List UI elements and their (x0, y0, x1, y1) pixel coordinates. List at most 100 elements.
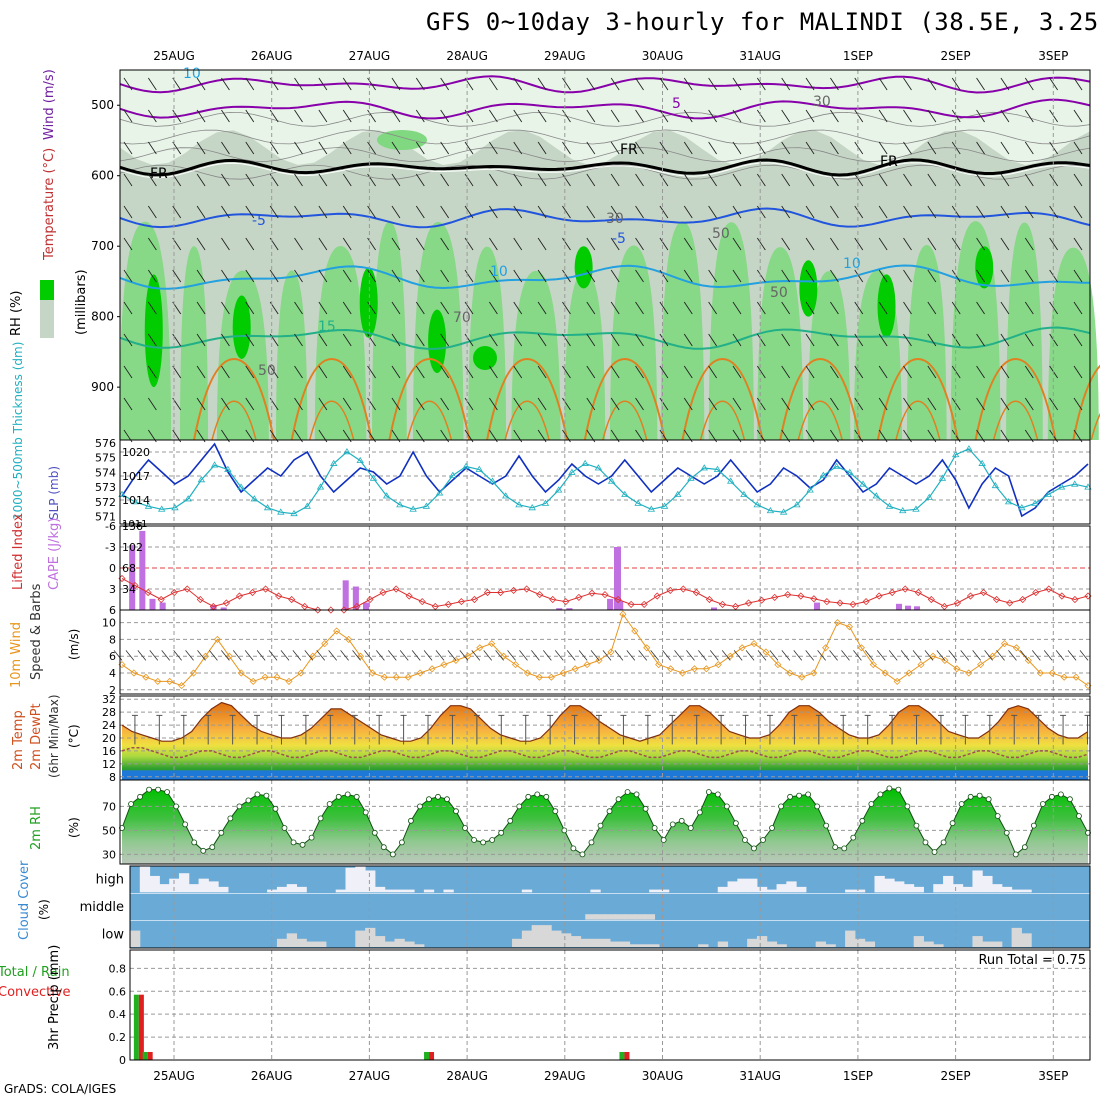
cloud-low-bar (600, 938, 611, 947)
wind-barb (781, 365, 791, 379)
wind10-barb (173, 650, 182, 661)
wind-barb (903, 365, 912, 379)
wind-barb (927, 237, 937, 251)
wind-barb (683, 269, 693, 283)
wind10-barb (554, 650, 564, 661)
cloud-low-bar (512, 938, 523, 947)
li-marker (823, 598, 831, 606)
wind10-barb (614, 650, 624, 661)
thickness-marker (727, 477, 735, 484)
wind10-barb (149, 650, 159, 661)
wind-barb (245, 301, 255, 315)
thickness-marker (832, 462, 841, 469)
wind-barb (976, 173, 985, 187)
wind-barb (878, 301, 888, 315)
wind-barb (342, 109, 352, 123)
wind10-barb (876, 650, 886, 661)
wind-barb (147, 173, 157, 187)
wind-barb (781, 77, 791, 91)
wind-speed-marker (965, 669, 973, 677)
wind-barb (1073, 237, 1083, 251)
top-date-label: 30AUG (642, 49, 684, 63)
cloud-low-bar (551, 930, 562, 947)
cloud-low-bar (570, 936, 582, 947)
temp-contour-20-inner (992, 400, 1039, 441)
li-marker (888, 588, 896, 597)
rh2m-marker (362, 809, 369, 816)
thickness-marker (872, 492, 880, 499)
rh2m-marker (543, 793, 550, 800)
rh2m-marker (1003, 829, 1010, 836)
contour-label: 10 (490, 264, 508, 280)
wind-barb (1000, 301, 1010, 315)
rh2m-marker (462, 825, 468, 831)
wind-barb (805, 141, 815, 155)
wind-barb (927, 333, 937, 347)
cloud-low-bar (992, 941, 1003, 947)
wind-speed-marker (130, 669, 138, 677)
cloud-high-bar (335, 889, 347, 893)
rh2m-marker (823, 822, 830, 829)
thickness-marker (197, 476, 206, 483)
cloud-high-bar (521, 889, 533, 893)
li-marker (1045, 585, 1053, 593)
wind-barb (659, 269, 669, 283)
cloud-high-bar (786, 881, 797, 893)
wind10-barb (984, 650, 993, 661)
wind10-barb (1043, 650, 1053, 661)
thickness-marker (488, 477, 497, 484)
wind-barb (732, 365, 742, 379)
contour-label: 50 (258, 363, 276, 379)
thickness-marker (1057, 483, 1066, 490)
wind-barb (830, 333, 839, 347)
wind-barb (878, 397, 888, 411)
wind-barb (513, 237, 523, 251)
rh2m-axis-label: 2m RH (29, 806, 44, 850)
cloud-high-bar (717, 886, 729, 893)
wind-barb (440, 333, 450, 347)
thickness-marker (316, 483, 325, 490)
rh2m-marker (1058, 791, 1064, 798)
cloud-middle-bar (605, 914, 616, 920)
li-marker (536, 591, 544, 599)
wind-barb (610, 397, 620, 411)
wind-speed-marker (523, 669, 532, 677)
wind-barb (464, 205, 474, 219)
wind-barb (878, 77, 888, 91)
rh2m-marker (281, 825, 288, 831)
wind-barb (951, 77, 961, 91)
wind-barb (245, 141, 255, 155)
wind-barb (878, 269, 888, 283)
cloud-high-bar (972, 870, 983, 893)
rh2m-marker (1039, 801, 1046, 807)
wind-barb (927, 77, 937, 91)
wind-barb (854, 141, 864, 155)
wind10-barb (221, 650, 230, 661)
rh2m-marker (417, 803, 423, 810)
wind-speed-marker (774, 661, 782, 669)
rh2m-marker (796, 792, 803, 799)
cloud-axis-unit: (%) (37, 899, 51, 920)
wind10-barb (185, 650, 194, 661)
thickness-marker (343, 448, 351, 455)
top-date-label: 3SEP (1038, 49, 1068, 63)
thickness-marker (502, 492, 510, 499)
cloud-high-bar (962, 886, 973, 893)
freezing-level-line (119, 158, 1091, 177)
wind-barb (294, 77, 303, 91)
rh-saturated-blob (144, 274, 163, 388)
wind-barb (391, 365, 401, 379)
rh2m-marker (859, 817, 866, 824)
contour-label: 50 (712, 226, 730, 242)
wind-speed-marker (905, 669, 913, 677)
thickness-tick-label: 576 (95, 437, 116, 450)
rh-pale-region (120, 70, 1090, 166)
thickness-marker (594, 464, 603, 471)
cloud-low-bar (531, 925, 542, 947)
wind-barb (635, 301, 644, 315)
wind-barb (805, 77, 815, 91)
rh2m-marker (272, 805, 279, 812)
cloud-high-bar (276, 886, 288, 893)
wind-barb (854, 77, 864, 91)
cloud-axis-label: Cloud Cover (17, 860, 32, 940)
